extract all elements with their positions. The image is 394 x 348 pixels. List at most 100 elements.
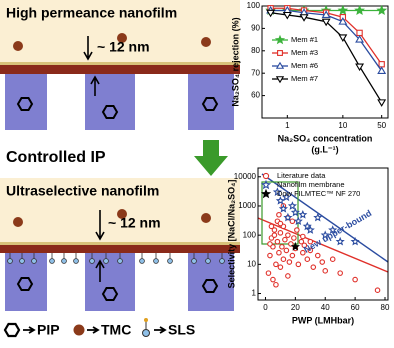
marker	[337, 4, 349, 16]
marker	[278, 203, 288, 213]
marker	[352, 276, 358, 283]
y-tick-label: 80	[251, 46, 260, 55]
marker	[378, 61, 385, 68]
marker	[307, 238, 314, 245]
x-axis-label: Na₂SO₄ concentration	[278, 133, 373, 143]
marker	[271, 227, 278, 233]
x-tick-label: 50	[377, 121, 386, 130]
legend-sls-icon	[142, 318, 150, 337]
marker	[275, 196, 285, 205]
legend-label: Mem #1	[291, 35, 318, 44]
legend-marker	[277, 50, 283, 56]
y-tick-label: 60	[251, 91, 260, 100]
marker	[283, 212, 293, 222]
legend-label: SLS	[168, 322, 195, 338]
x-tick-label: 20	[291, 303, 300, 312]
marker	[273, 281, 279, 288]
x-axis-unit: (g.L⁻¹)	[311, 144, 338, 154]
marker	[280, 256, 287, 262]
marker	[272, 187, 282, 196]
y-tick-label: 100	[247, 1, 261, 10]
marker	[266, 9, 276, 18]
legend-marker	[262, 172, 270, 180]
pip	[16, 97, 34, 111]
marker	[300, 233, 306, 240]
marker	[267, 241, 273, 247]
legend-label: PIP	[37, 322, 60, 338]
marker	[376, 4, 388, 16]
tmc-dot	[13, 217, 23, 227]
tmc-dot	[117, 33, 127, 43]
legend-arrow	[87, 326, 100, 334]
tmc-dot	[201, 213, 211, 223]
y-tick-label: 70	[251, 68, 260, 77]
marker	[276, 249, 282, 256]
marker	[270, 276, 276, 283]
plot-frame	[261, 5, 389, 119]
plot-frame	[257, 167, 389, 301]
marker	[338, 34, 348, 42]
selectivity-guides	[257, 173, 389, 273]
x-axis-label: PWP (LMHbar)	[292, 315, 354, 325]
marker	[298, 210, 308, 219]
marker	[319, 259, 326, 265]
legend-marker	[260, 179, 272, 190]
thickness-label: ~ 12 nm	[108, 215, 161, 231]
process-label: Controlled IP	[6, 149, 106, 166]
marker	[282, 11, 292, 20]
marker	[355, 35, 365, 43]
marker	[277, 264, 284, 270]
legend-pip-icon	[3, 322, 21, 338]
pore	[5, 74, 47, 130]
legend-label: Mem #3	[291, 48, 318, 57]
marker	[287, 201, 297, 210]
marker	[329, 256, 336, 262]
marker	[377, 66, 387, 74]
marker	[276, 211, 282, 218]
marker	[320, 230, 330, 240]
marker	[302, 221, 312, 231]
marker	[377, 99, 387, 107]
legend-arrow	[23, 326, 36, 334]
arrow	[95, 259, 105, 282]
marker	[277, 220, 284, 227]
bottom-title: Ultraselective nanofilm	[6, 183, 159, 199]
schematic: High permeance nanofilm ~ 12 nm Controll…	[0, 0, 240, 338]
marker	[289, 218, 296, 225]
marker	[338, 17, 348, 25]
legend-label: Mem #6	[291, 61, 318, 70]
film-top	[0, 62, 240, 65]
y-tick-label: 10000	[234, 172, 257, 181]
film-top	[0, 242, 240, 245]
marker	[355, 63, 365, 72]
marker	[279, 243, 285, 250]
marker	[328, 225, 338, 234]
marker	[277, 230, 284, 236]
nanofilm	[0, 245, 240, 253]
arrow	[95, 210, 105, 241]
marker	[282, 236, 288, 243]
marker	[291, 235, 297, 241]
y-tick-label: 100	[243, 230, 257, 239]
pip	[201, 97, 219, 111]
tmc-dot	[201, 37, 211, 47]
marker	[301, 242, 308, 249]
marker	[273, 261, 279, 268]
pore	[188, 74, 234, 130]
marker	[295, 261, 302, 268]
pip	[101, 287, 119, 301]
arrow	[83, 36, 93, 61]
marker	[289, 252, 296, 259]
legend-marker	[260, 188, 272, 199]
legend-tmc-icon	[73, 324, 85, 336]
x-tick-label: 10	[338, 121, 347, 130]
marker	[300, 249, 306, 256]
pip	[101, 105, 119, 119]
marker	[307, 247, 314, 254]
y-axis-label: Na₂SO₄ rejection (%)	[230, 17, 240, 106]
y-tick-label: 90	[251, 24, 260, 33]
y-tick-label: 1000	[238, 201, 256, 210]
tmc-dot	[13, 41, 23, 51]
y-tick-label: 10	[247, 259, 256, 268]
marker	[321, 10, 331, 18]
